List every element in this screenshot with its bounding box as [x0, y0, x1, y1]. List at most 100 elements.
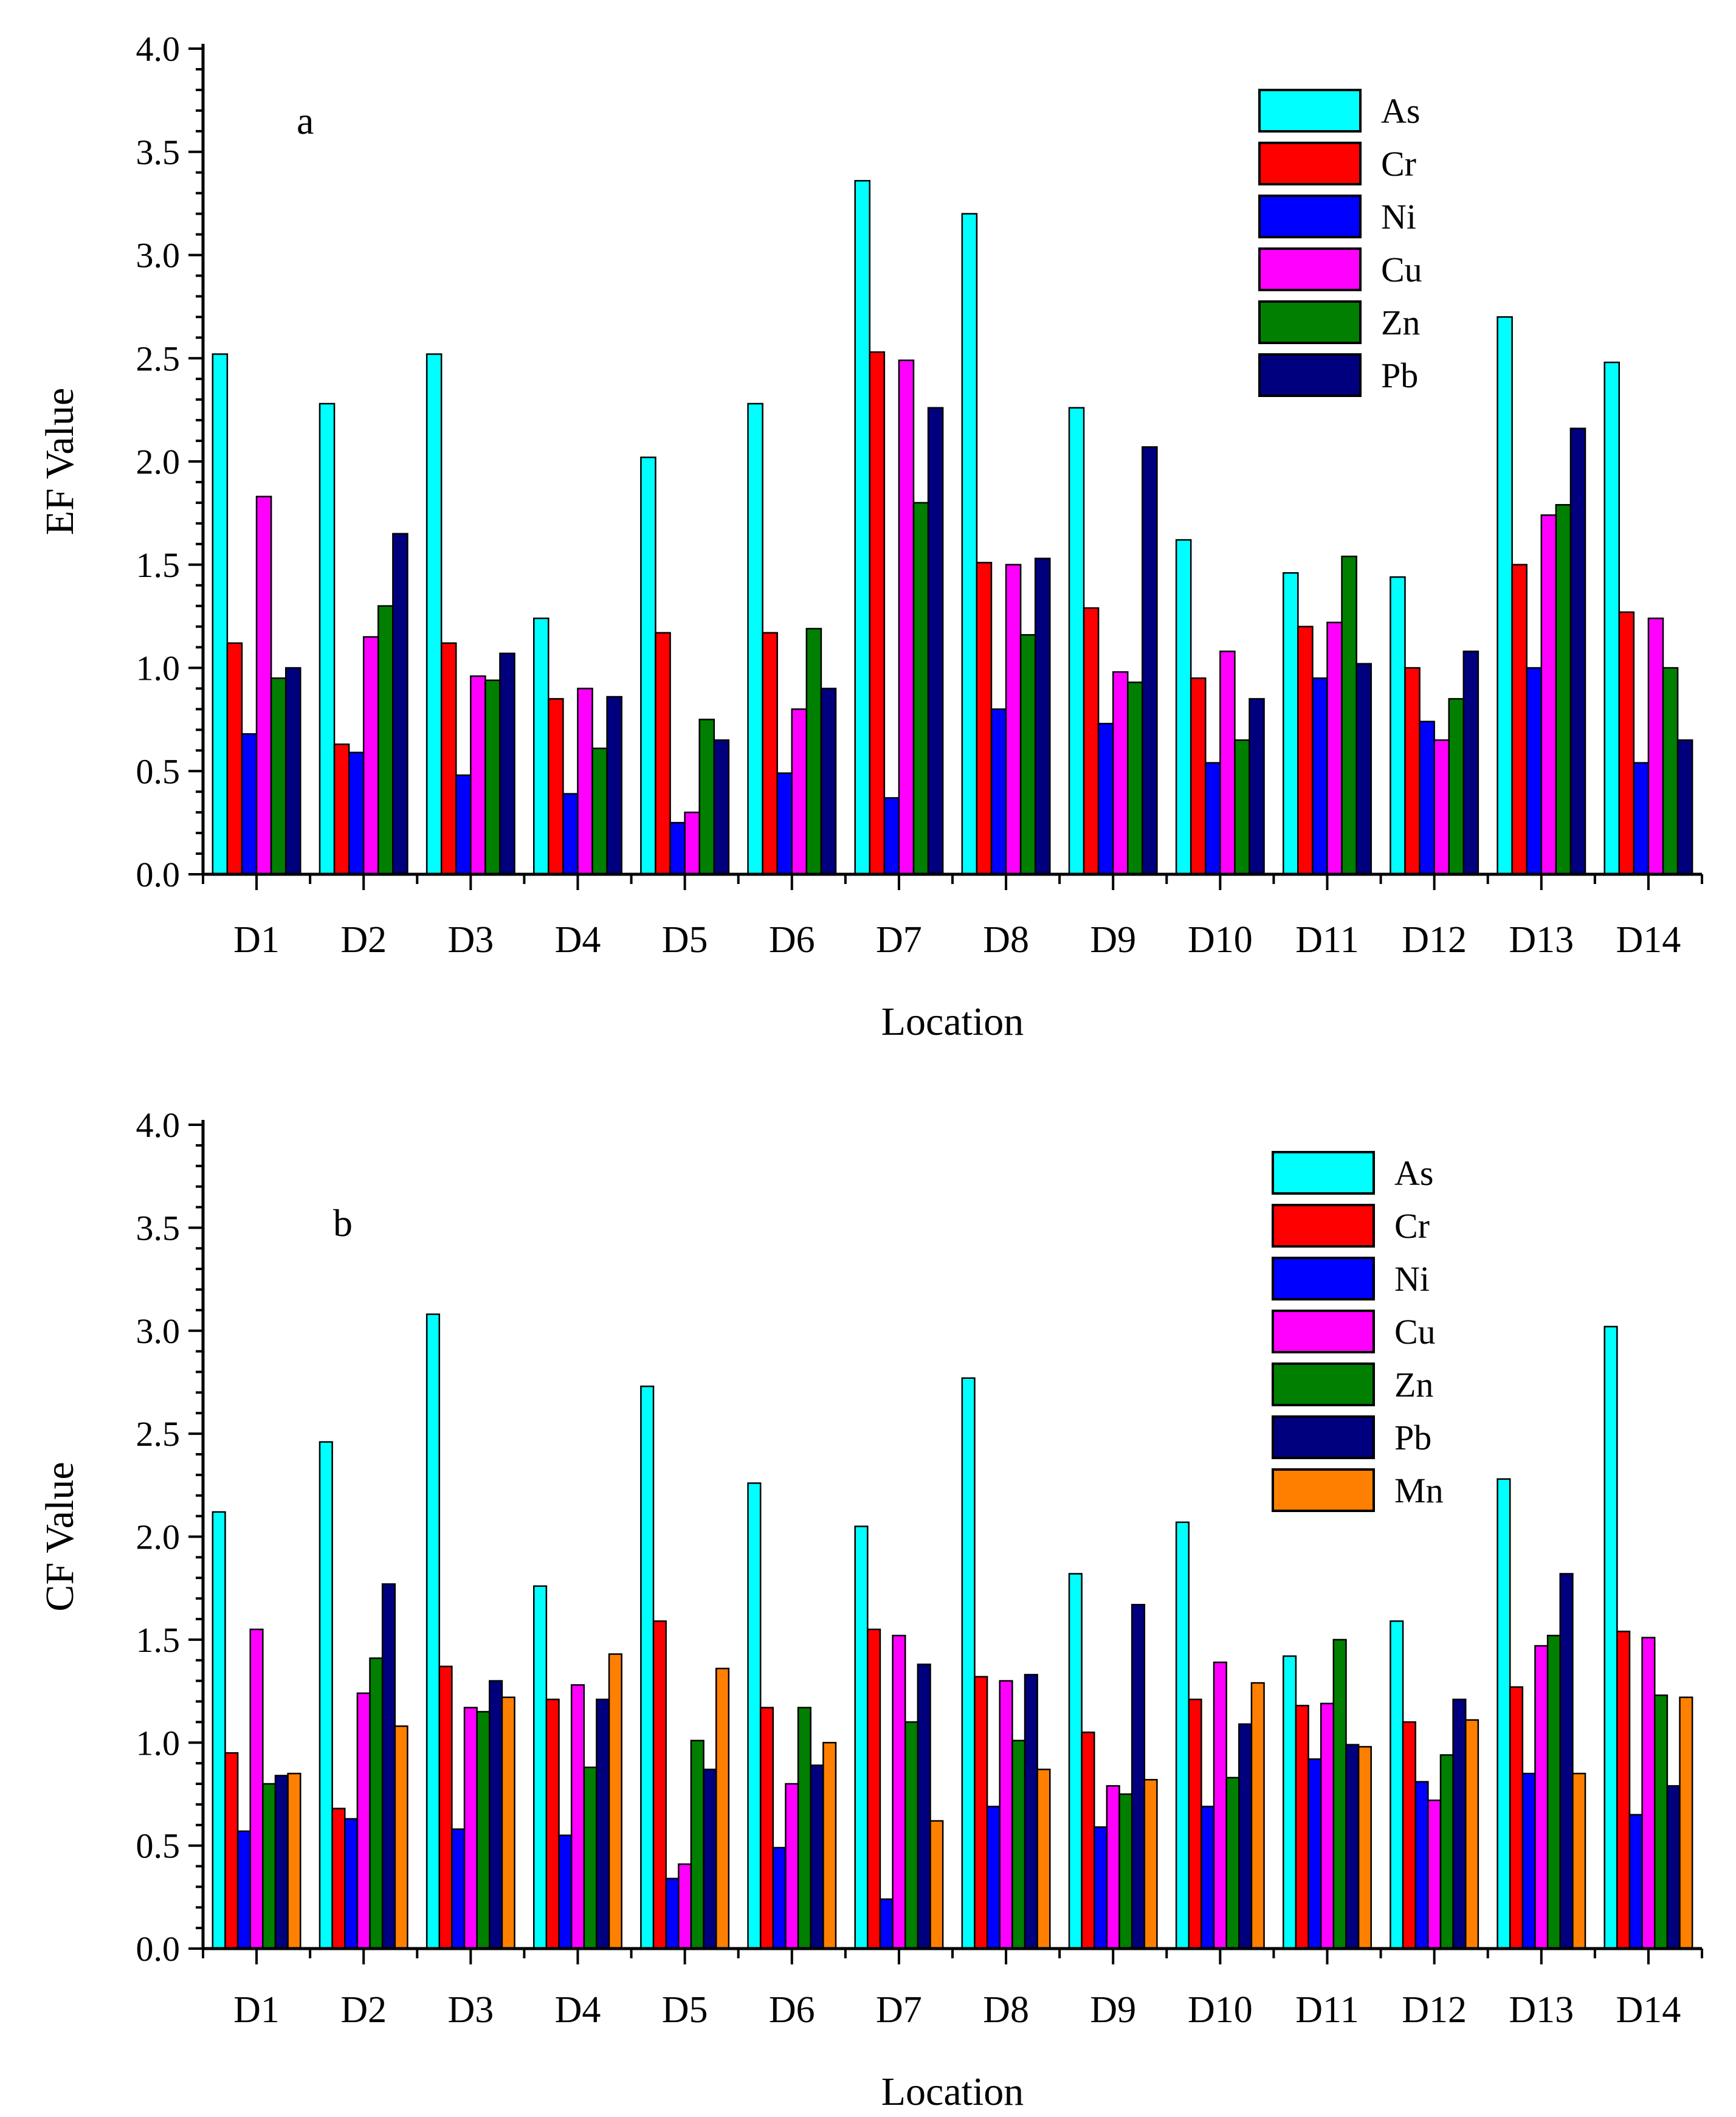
bar-zn-d12	[1439, 1754, 1454, 1950]
bar-zn-d14	[1654, 1694, 1669, 1950]
legend-swatch-ni	[1258, 195, 1362, 238]
legend-swatch-as	[1272, 1151, 1375, 1195]
x-category-label: D6	[769, 919, 815, 961]
legend-swatch-zn	[1258, 300, 1362, 344]
bar-zn-d2	[377, 605, 394, 875]
bar-pb-d14	[1676, 739, 1693, 875]
bar-mn-d12	[1464, 1719, 1479, 1950]
y-tick-label: 1.0	[136, 649, 181, 688]
x-category-label: D2	[340, 1989, 387, 2031]
bar-cr-d5	[655, 632, 671, 875]
bar-zn-d5	[690, 1739, 704, 1950]
bar-pb-d1	[284, 667, 301, 875]
bar-ni-d2	[348, 751, 365, 875]
bar-pb-d8	[1034, 558, 1051, 875]
bar-as-d6	[747, 402, 763, 875]
legend-swatch-cu	[1258, 247, 1362, 291]
bar-pb-d4	[596, 1698, 610, 1950]
legend-label-pb: Pb	[1394, 1418, 1431, 1457]
bar-zn-d8	[1019, 634, 1036, 875]
bar-pb-d5	[703, 1769, 717, 1950]
bar-as-d12	[1390, 576, 1406, 875]
bar-pb-d6	[820, 688, 837, 875]
bar-cr-d11	[1295, 1705, 1309, 1950]
bar-pb-d8	[1024, 1674, 1038, 1950]
bar-cr-d12	[1402, 1721, 1416, 1950]
bar-zn-d7	[912, 502, 929, 875]
bar-ni-d5	[669, 821, 686, 875]
bar-zn-d2	[369, 1657, 384, 1950]
bar-cu-d6	[785, 1783, 799, 1950]
legend-swatch-as	[1258, 89, 1362, 133]
x-category-label: D1	[233, 1989, 280, 2031]
bar-as-d14	[1603, 1325, 1618, 1950]
x-category-label: D11	[1295, 919, 1359, 961]
bar-zn-d11	[1332, 1639, 1347, 1950]
bar-as-d6	[747, 1482, 762, 1950]
bar-cr-d6	[762, 632, 778, 875]
bar-pb-d3	[499, 652, 515, 875]
bar-mn-d4	[608, 1653, 622, 1950]
bar-cr-d10	[1188, 1698, 1202, 1950]
bar-zn-d10	[1234, 739, 1250, 875]
bar-cr-d2	[333, 743, 350, 875]
bar-ni-d11	[1312, 677, 1328, 875]
bar-pb-d12	[1462, 651, 1479, 875]
bar-zn-d3	[476, 1711, 491, 1950]
bar-zn-d14	[1662, 667, 1679, 875]
legend-label-as: As	[1381, 91, 1420, 131]
legend-label-ni: Ni	[1381, 197, 1416, 237]
bar-pb-d11	[1355, 663, 1372, 875]
y-axis-title: EF Value	[38, 388, 82, 536]
bar-zn-d8	[1011, 1739, 1026, 1950]
bar-ni-d5	[665, 1877, 680, 1950]
bar-cr-d4	[545, 1698, 560, 1950]
bar-cr-d3	[440, 642, 457, 875]
y-tick-label: 0.0	[136, 1929, 181, 1969]
bar-as-d2	[319, 402, 336, 875]
bar-pb-d4	[606, 696, 622, 875]
x-category-label: D8	[983, 919, 1029, 961]
y-tick-label: 1.5	[136, 1620, 181, 1660]
bar-mn-d5	[715, 1668, 730, 1950]
y-axis-title: CF Value	[38, 1462, 82, 1611]
bar-cu-d3	[470, 675, 486, 875]
x-category-label: D10	[1188, 919, 1253, 961]
panel-b-chart: 0.0 0.5 1.0 1.5 2.0 2.5 3.0 3.5 4.0 D1 D2 D3 D4 D5 D6 D…	[38, 1105, 1703, 2114]
bar-as-d1	[212, 353, 229, 875]
bar-zn-d5	[698, 719, 715, 875]
bar-pb-d13	[1569, 427, 1586, 875]
bar-cu-d12	[1427, 1799, 1442, 1950]
bar-ni-d13	[1521, 1772, 1536, 1950]
bar-pb-d2	[392, 533, 408, 875]
bar-cu-d14	[1641, 1637, 1656, 1950]
bar-mn-d11	[1357, 1746, 1372, 1950]
bars-a	[212, 180, 1693, 875]
bar-pb-d12	[1452, 1698, 1467, 1950]
bar-pb-d9	[1131, 1604, 1146, 1950]
bar-cu-d4	[570, 1684, 585, 1950]
y-tick-label: 1.0	[136, 1723, 181, 1763]
x-category-label: D2	[340, 919, 387, 961]
x-category-label: D8	[983, 1989, 1029, 2031]
bar-ni-d6	[776, 772, 793, 875]
bar-as-d14	[1603, 361, 1621, 875]
bar-cr-d8	[976, 562, 993, 875]
bar-ni-d2	[344, 1818, 359, 1950]
bar-as-d4	[533, 1585, 548, 1950]
bar-as-d8	[961, 213, 978, 875]
x-category-label: D14	[1616, 919, 1681, 961]
bar-as-d5	[640, 1385, 655, 1950]
bar-as-d10	[1175, 539, 1192, 875]
bar-pb-d7	[927, 407, 944, 875]
x-category-label: D6	[769, 1989, 815, 2031]
bar-pb-d11	[1345, 1744, 1360, 1950]
bar-mn-d9	[1143, 1778, 1158, 1950]
x-category-label: D11	[1295, 1989, 1359, 2031]
bar-cu-d11	[1320, 1702, 1335, 1950]
legend-label-zn: Zn	[1381, 303, 1420, 342]
bar-cu-d10	[1219, 651, 1236, 875]
y-tick-label: 3.0	[136, 236, 181, 275]
bar-pb-d2	[381, 1583, 396, 1950]
bar-cu-d10	[1213, 1661, 1227, 1950]
